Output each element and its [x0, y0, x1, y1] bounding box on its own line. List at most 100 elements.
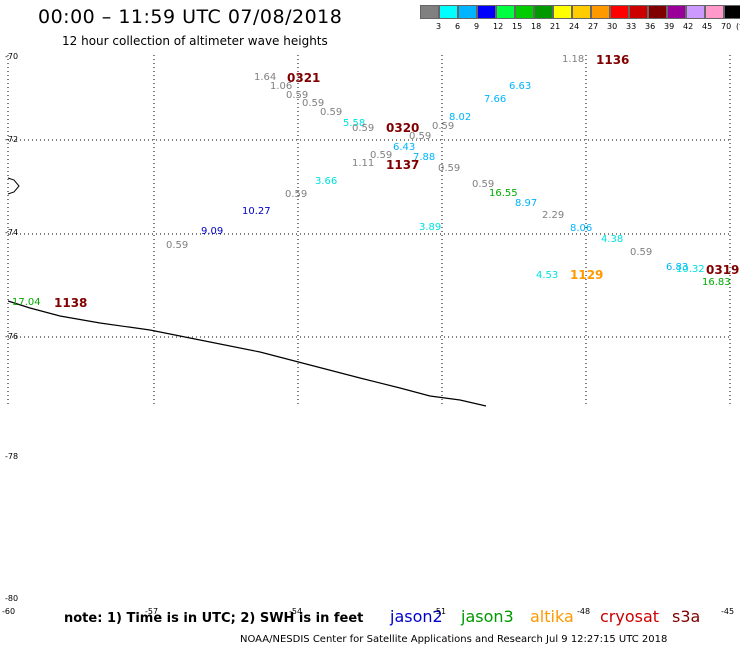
longitude-label: -48 [577, 607, 591, 616]
pass-label: 1138 [54, 296, 88, 310]
wave-height-value: 3.66 [315, 176, 338, 187]
map-title: 00:00 – 11:59 UTC 07/08/2018 [38, 6, 343, 28]
longitude-label: -54 [289, 607, 303, 616]
legend-tick-label: 12 [493, 22, 504, 31]
wave-height-value: 2.29 [542, 210, 565, 221]
legend-tick-label: 6 [455, 22, 461, 31]
wave-height-value: 0.59 [285, 189, 308, 200]
wave-height-value: 0.59 [370, 150, 393, 161]
longitude-label: -57 [145, 607, 159, 616]
legend-tick-label: 24 [569, 22, 580, 31]
legend-swatch [496, 5, 515, 19]
legend-tick-label: (ft) [736, 22, 740, 31]
legend-swatch [648, 5, 667, 19]
longitude-label: -45 [721, 607, 735, 616]
wave-height-value: 16.55 [489, 188, 518, 199]
wave-height-value: 0.59 [286, 90, 309, 101]
coastline [7, 300, 487, 407]
color-scale-legend [420, 5, 740, 20]
pass-label: 0321 [287, 71, 321, 85]
wave-height-value: 9.09 [201, 226, 224, 237]
graticule [7, 55, 731, 405]
pass-label: 1137 [386, 158, 420, 172]
legend-tick-label: 30 [607, 22, 618, 31]
longitude-label: -51 [433, 607, 447, 616]
wave-height-value: 10.32 [676, 264, 705, 275]
wave-height-value: 6.43 [393, 142, 416, 153]
legend-swatch [610, 5, 629, 19]
wave-height-value: 17.04 [12, 297, 41, 308]
wave-height-value: 10.27 [242, 206, 271, 217]
legend-tick-label: 70 [721, 22, 732, 31]
legend-swatch [686, 5, 705, 19]
legend-tick-label: 42 [683, 22, 694, 31]
legend-swatch [667, 5, 686, 19]
wave-height-value: 0.59 [630, 247, 653, 258]
legend-tick-label: 3 [436, 22, 442, 31]
footer-note: note: 1) Time is in UTC; 2) SWH is in fe… [64, 611, 364, 626]
legend-swatch [477, 5, 496, 19]
latitude-label: -78 [5, 452, 19, 461]
wave-height-value: 6.83 [666, 262, 689, 273]
wave-height-value: 0.59 [472, 179, 495, 190]
wave-height-value: 4.53 [536, 270, 559, 281]
wave-height-value: 7.66 [484, 94, 507, 105]
latitude-label: -70 [5, 52, 19, 61]
legend-tick-label: 15 [512, 22, 523, 31]
wave-height-value: 6.63 [509, 81, 532, 92]
legend-tick-label: 21 [550, 22, 561, 31]
legend-tick-label: 45 [702, 22, 713, 31]
legend-swatch [629, 5, 648, 19]
legend-tick-label: 39 [664, 22, 675, 31]
wave-height-value: 0.59 [320, 107, 343, 118]
satellite-name: s3a [672, 607, 701, 626]
legend-swatch [572, 5, 591, 19]
satellite-name: jason3 [461, 607, 514, 626]
legend-tick-label: 36 [645, 22, 656, 31]
latitude-label: -76 [5, 332, 19, 341]
wave-height-value: 0.59 [432, 121, 455, 132]
wave-height-value: 8.97 [515, 198, 538, 209]
pass-label: 1136 [596, 53, 630, 67]
satellite-name: jason2 [390, 607, 443, 626]
map-subtitle: 12 hour collection of altimeter wave hei… [62, 34, 328, 48]
wave-height-value: 1.18 [562, 54, 585, 65]
legend-swatch [553, 5, 572, 19]
pass-label: 0319 [706, 263, 740, 277]
satellite-name: altika [530, 607, 574, 626]
wave-height-value: 7.88 [413, 152, 436, 163]
legend-swatch [439, 5, 458, 19]
pass-label: 0320 [386, 121, 420, 135]
island-outline [7, 177, 20, 195]
wave-height-value: 1.64 [254, 72, 277, 83]
legend-swatch [724, 5, 740, 19]
satellite-name: cryosat [600, 607, 660, 626]
wave-height-value: 1.06 [270, 81, 293, 92]
wave-height-value: 0.59 [409, 131, 432, 142]
wave-height-value: 5.58 [343, 118, 366, 129]
legend-swatch [420, 5, 439, 19]
legend-tick-label: 27 [588, 22, 599, 31]
wave-height-value: 8.06 [570, 223, 593, 234]
legend-swatch [458, 5, 477, 19]
wave-height-value: 1.11 [352, 158, 375, 169]
wave-height-value: 0.59 [302, 98, 325, 109]
latitude-label: -74 [5, 228, 19, 237]
wave-height-value: 8.02 [449, 112, 472, 123]
legend-tick-label: 18 [531, 22, 542, 31]
legend-swatch [591, 5, 610, 19]
latitude-label: -72 [5, 135, 19, 144]
legend-swatch [705, 5, 724, 19]
legend-tick-label: 33 [626, 22, 637, 31]
map-canvas [7, 55, 731, 407]
legend-swatch [534, 5, 553, 19]
legend-swatch [515, 5, 534, 19]
wave-height-value: 0.59 [438, 163, 461, 174]
credit-line: NOAA/NESDIS Center for Satellite Applica… [240, 634, 668, 645]
longitude-label: -60 [2, 607, 16, 616]
latitude-label: -80 [5, 594, 19, 603]
wave-height-value: 3.89 [419, 222, 442, 233]
wave-height-value: 16.83 [702, 277, 731, 288]
legend-tick-label: 9 [474, 22, 480, 31]
pass-label: 1129 [570, 268, 604, 282]
